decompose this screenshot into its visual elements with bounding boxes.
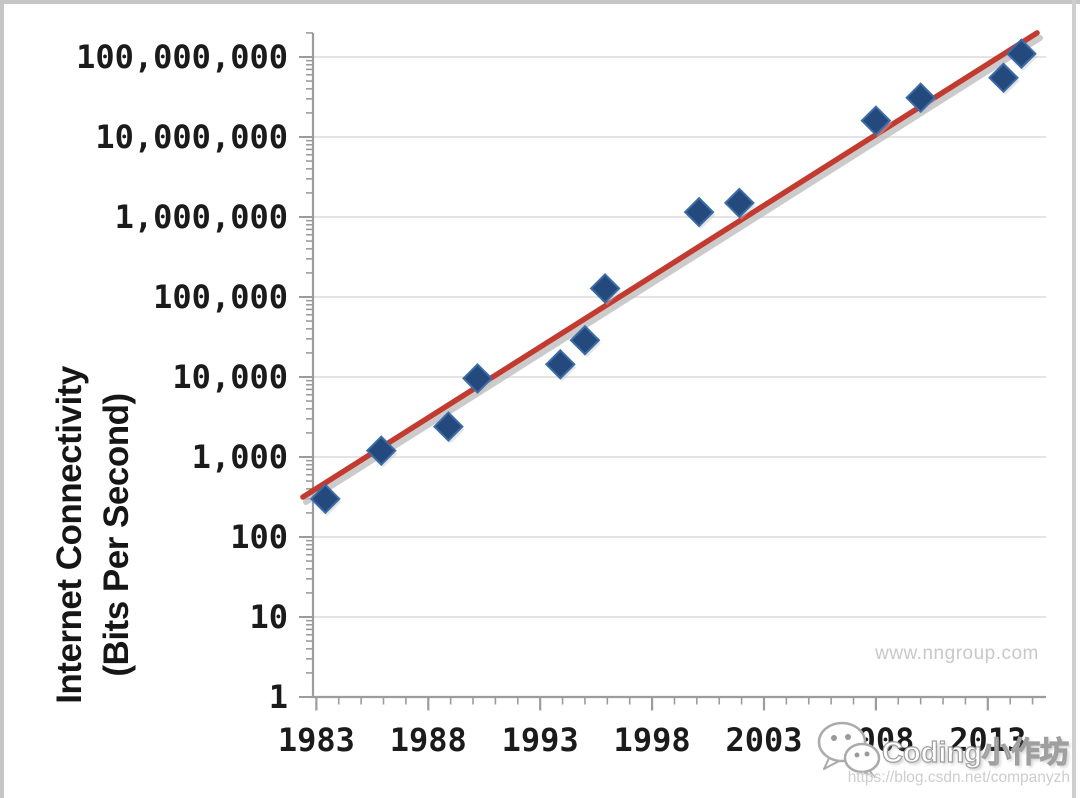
csdn-url-text: https://blog.csdn.net/companyzh	[847, 769, 1070, 786]
y-tick-label: 10	[249, 598, 288, 636]
data-point-diamond	[905, 82, 937, 114]
nngroup-watermark: www.nngroup.com	[875, 643, 1039, 664]
data-points	[309, 38, 1037, 515]
axes	[311, 33, 1046, 699]
data-point-diamond	[544, 348, 576, 380]
x-tick-label: 1998	[614, 721, 691, 759]
image-border-left	[0, 0, 4, 798]
y-axis-title: Internet Connectivity (Bits Per Second)	[46, 366, 140, 704]
x-ticks	[315, 697, 1034, 711]
data-point-diamond	[569, 324, 601, 356]
x-tick-label: 2003	[725, 721, 802, 759]
tick-labels: 1 10 100 1,000 10,000 100,000 1,000,000 10,000,…	[76, 38, 1026, 759]
data-point-diamond	[723, 187, 755, 219]
wechat-icon	[817, 721, 881, 778]
y-ticks	[299, 32, 313, 698]
data-point-diamond	[988, 62, 1019, 94]
y-tick-label: 10,000	[172, 358, 288, 396]
x-tick-label: 2013	[949, 721, 1026, 759]
y-tick-label: 1,000	[192, 438, 288, 476]
csdn-brand-text: Coding小作坊	[881, 736, 1069, 769]
data-point-diamond	[860, 105, 892, 137]
x-tick-label: 1988	[390, 721, 467, 759]
data-point-shadows	[313, 42, 1038, 516]
image-border-top	[0, 0, 1080, 4]
csdn-watermark: Coding小作坊 https://blog.csdn.net/companyz…	[812, 716, 1076, 792]
data-point-diamond	[309, 483, 341, 515]
data-point-diamond	[432, 411, 464, 442]
y-axis-title-line2: (Bits Per Second)	[97, 393, 136, 677]
image-border-right	[1072, 0, 1076, 798]
gridlines	[313, 56, 1046, 618]
data-point-diamond	[365, 435, 397, 467]
y-tick-label: 1,000,000	[115, 198, 288, 236]
data-point-diamond	[1005, 38, 1037, 70]
y-tick-label: 100	[230, 518, 288, 556]
y-axis-title-line1: Internet Connectivity	[50, 366, 89, 704]
y-tick-label: 100,000	[153, 278, 288, 316]
data-point-diamond	[589, 273, 621, 304]
x-tick-label: 1983	[278, 721, 355, 759]
y-tick-label: 100,000,000	[76, 38, 288, 76]
y-tick-label: 10,000,000	[95, 118, 288, 156]
data-point-diamond	[683, 196, 715, 228]
data-point-diamond	[462, 363, 493, 394]
x-tick-label: 1993	[502, 721, 579, 759]
trend-line	[300, 30, 1044, 506]
y-tick-label: 1	[269, 678, 288, 716]
